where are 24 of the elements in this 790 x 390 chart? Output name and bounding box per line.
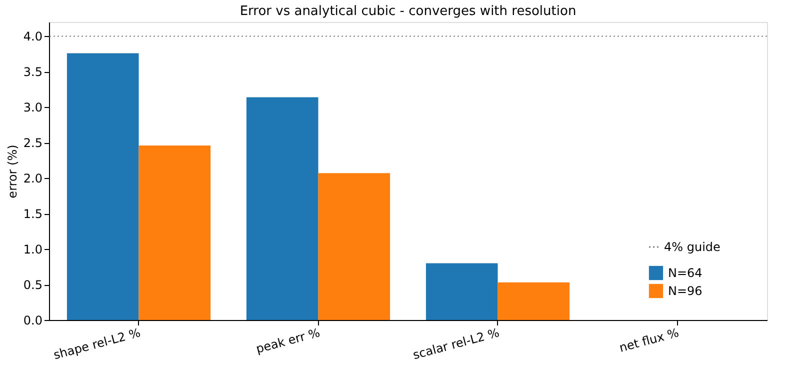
- legend-label: N=64: [668, 266, 702, 280]
- y-axis-title: error (%): [5, 144, 20, 198]
- legend-label: 4% guide: [664, 240, 720, 254]
- y-tick-label: 0.0: [23, 314, 42, 328]
- y-tick-label: 3.5: [23, 65, 42, 80]
- y-tick-label: 0.5: [23, 278, 42, 292]
- y-tick-label: 2.0: [23, 172, 42, 186]
- bar: [426, 263, 498, 320]
- bar: [66, 53, 139, 320]
- bar: [246, 97, 318, 320]
- y-tick-label: 4.0: [23, 30, 42, 44]
- y-tick-label: 1.5: [23, 207, 42, 222]
- bar: [318, 173, 390, 320]
- chart-title: Error vs analytical cubic - converges with resolution: [240, 4, 576, 19]
- y-tick-label: 1.0: [23, 242, 42, 257]
- y-tick-label: 3.0: [23, 100, 42, 115]
- x-tick-label: net flux %: [618, 326, 680, 355]
- bar: [138, 145, 211, 320]
- x-tick-label: peak err %: [254, 326, 322, 356]
- y-tick-label: 2.5: [23, 136, 42, 150]
- x-tick-label: shape rel-L2 %: [52, 326, 142, 362]
- legend-label: N=96: [668, 284, 702, 298]
- bar: [498, 282, 570, 320]
- x-tick-label: scalar rel-L2 %: [411, 326, 501, 362]
